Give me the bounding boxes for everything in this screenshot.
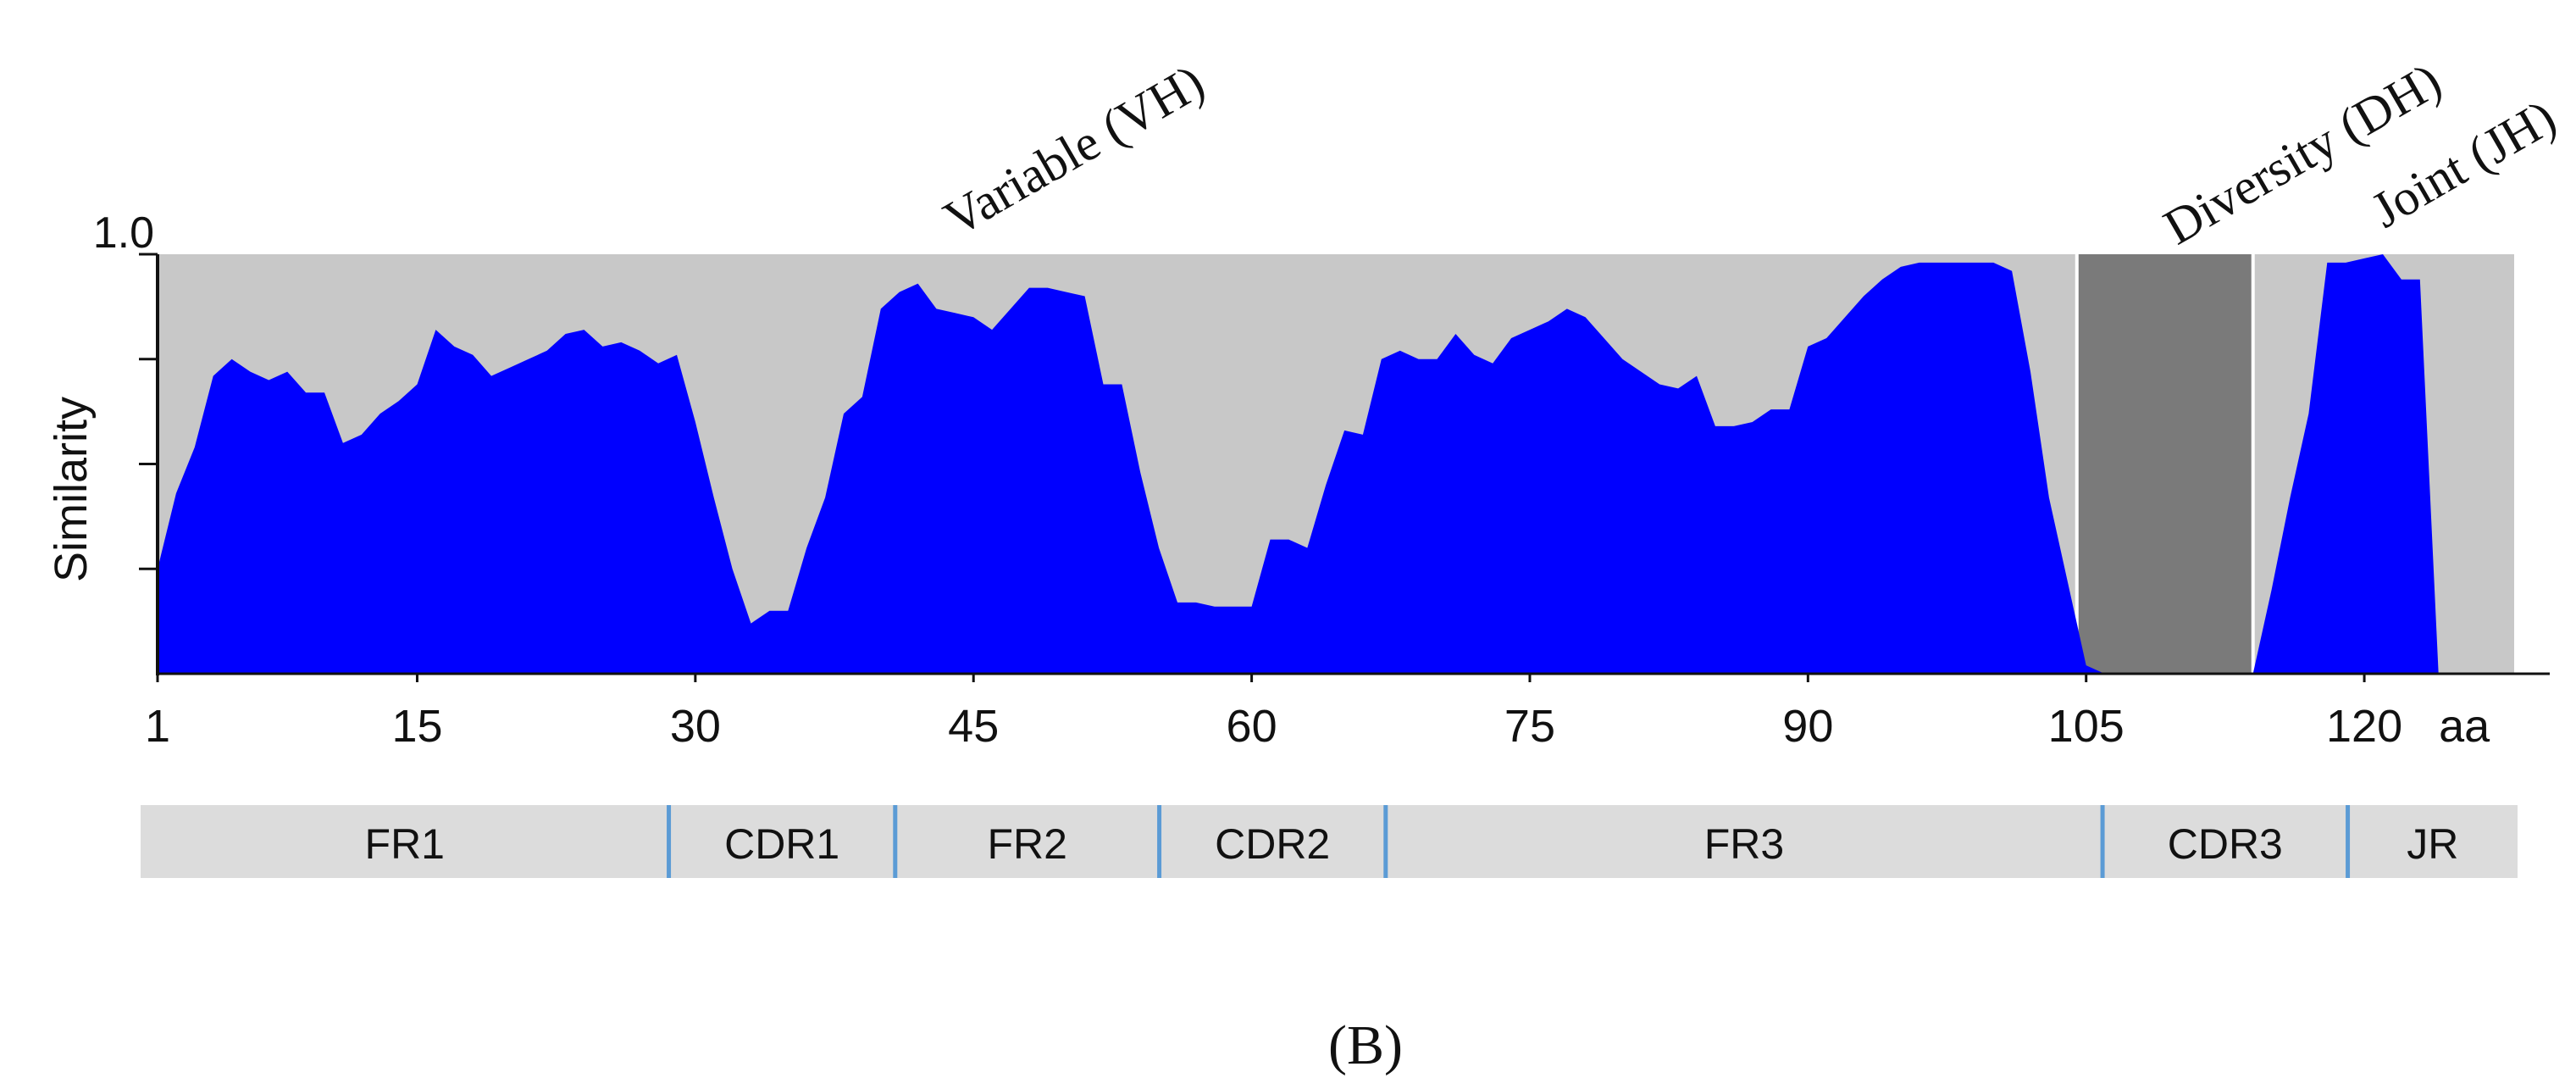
y-axis-max-label: 1.0 bbox=[93, 208, 154, 258]
panel-label: (B) bbox=[1328, 1014, 1403, 1076]
x-tick-label-105: 105 bbox=[2048, 701, 2125, 752]
segment-label-fr3: FR3 bbox=[1704, 820, 1784, 868]
segment-label-cdr1: CDR1 bbox=[724, 820, 839, 868]
x-tick-label-75: 75 bbox=[1504, 701, 1555, 752]
x-axis-tick-labels: 1 15 30 45 60 75 90 105 120 bbox=[145, 701, 2402, 752]
x-tick-label-60: 60 bbox=[1227, 701, 1277, 752]
x-axis-unit-label: aa bbox=[2439, 701, 2490, 752]
diversity-region-band bbox=[2076, 254, 2253, 674]
segment-label-cdr2: CDR2 bbox=[1215, 820, 1330, 868]
x-axis-ticks bbox=[156, 674, 2366, 682]
x-tick-label-120: 120 bbox=[2326, 701, 2402, 752]
x-tick-label-1: 1 bbox=[145, 701, 170, 752]
segment-dividers bbox=[667, 805, 2351, 878]
segment-label-cdr3: CDR3 bbox=[2168, 820, 2283, 868]
segment-label-fr2: FR2 bbox=[987, 820, 1066, 868]
segment-bar bbox=[141, 805, 2518, 878]
segment-label-fr1: FR1 bbox=[365, 820, 445, 868]
x-tick-label-30: 30 bbox=[670, 701, 721, 752]
y-axis-ticks bbox=[139, 253, 158, 570]
y-axis-title: Similarity bbox=[46, 397, 97, 582]
x-tick-label-45: 45 bbox=[948, 701, 999, 752]
segment-label-jr: JR bbox=[2407, 820, 2458, 868]
similarity-area bbox=[158, 254, 2550, 674]
x-tick-label-15: 15 bbox=[391, 701, 442, 752]
x-tick-label-90: 90 bbox=[1782, 701, 1833, 752]
region-label-variable: Variable (VH) bbox=[935, 53, 1214, 247]
